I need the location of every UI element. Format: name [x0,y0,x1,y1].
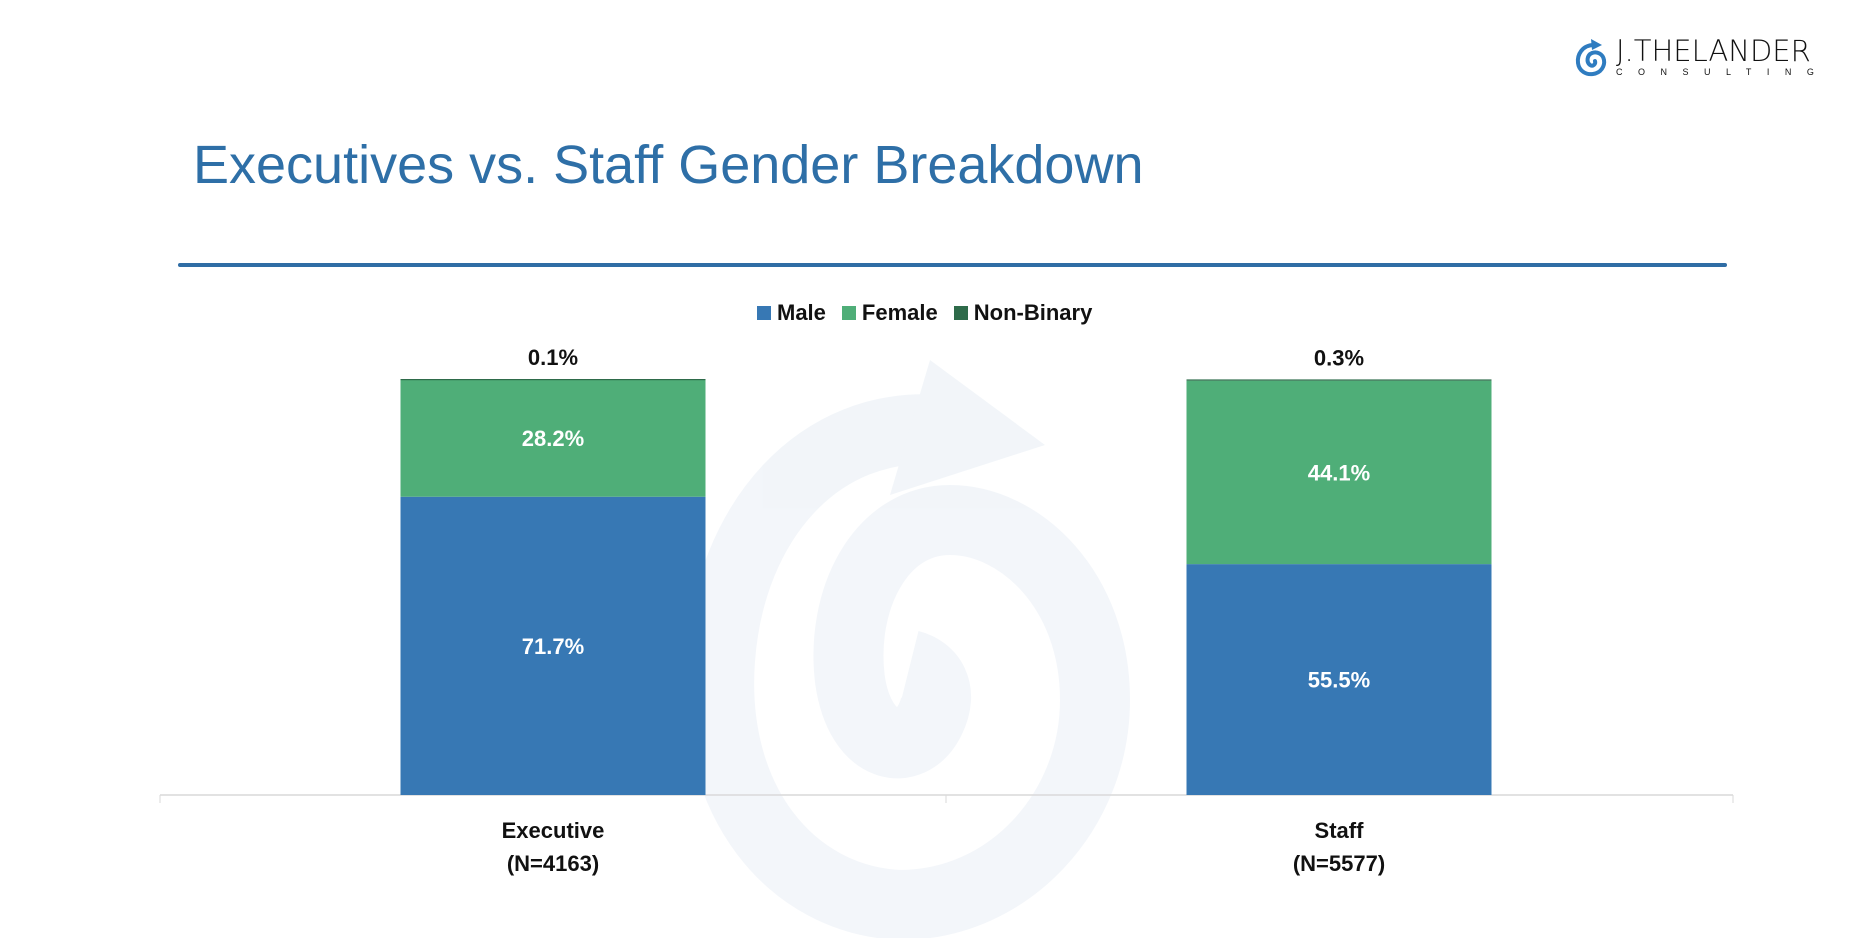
x-tick-sublabel: (N=5577) [1293,851,1385,876]
bar-segment-non-binary [1186,379,1492,381]
legend-swatch-female [841,306,856,320]
spiral-logo-icon [1575,39,1607,77]
legend-label-non-binary: Non-Binary [973,300,1093,325]
legend-label-male: Male [777,300,826,325]
legend-label-female: Female [861,300,938,325]
bar-segment-female [400,379,706,497]
data-label-female: 28.2% [522,426,584,451]
chart-legend: Male Female Non-Binary [757,300,1092,326]
legend-swatch-male [757,306,771,320]
data-label-female: 44.1% [1308,460,1370,485]
company-logo: J.THELANDER CONSULTING [1574,36,1829,78]
x-tick-sublabel: (N=4163) [507,851,599,876]
bar-segment-male [400,496,706,795]
logo-main-text: J.THELANDER [1616,34,1811,68]
data-label-non-binary: 0.3% [1314,345,1364,370]
legend-swatch-non-binary [953,306,968,320]
x-tick-label: Staff [1315,818,1365,843]
page-title: Executives vs. Staff Gender Breakdown [193,135,1144,195]
bar-segment-male [1186,564,1492,795]
logo-sub-text: CONSULTING [1616,67,1830,77]
data-label-male: 71.7% [522,634,584,659]
data-label-male: 55.5% [1308,668,1370,693]
legend-item-female: Female [841,300,938,326]
legend-item-male: Male [757,300,826,326]
x-tick-label: Executive [502,818,605,843]
bar-segment-non-binary [400,379,706,381]
bar-segment-female [1186,380,1492,565]
legend-item-non-binary: Non-Binary [953,300,1093,326]
watermark-spiral-icon [684,360,1131,938]
data-label-non-binary: 0.1% [528,345,578,370]
title-divider [178,263,1727,267]
